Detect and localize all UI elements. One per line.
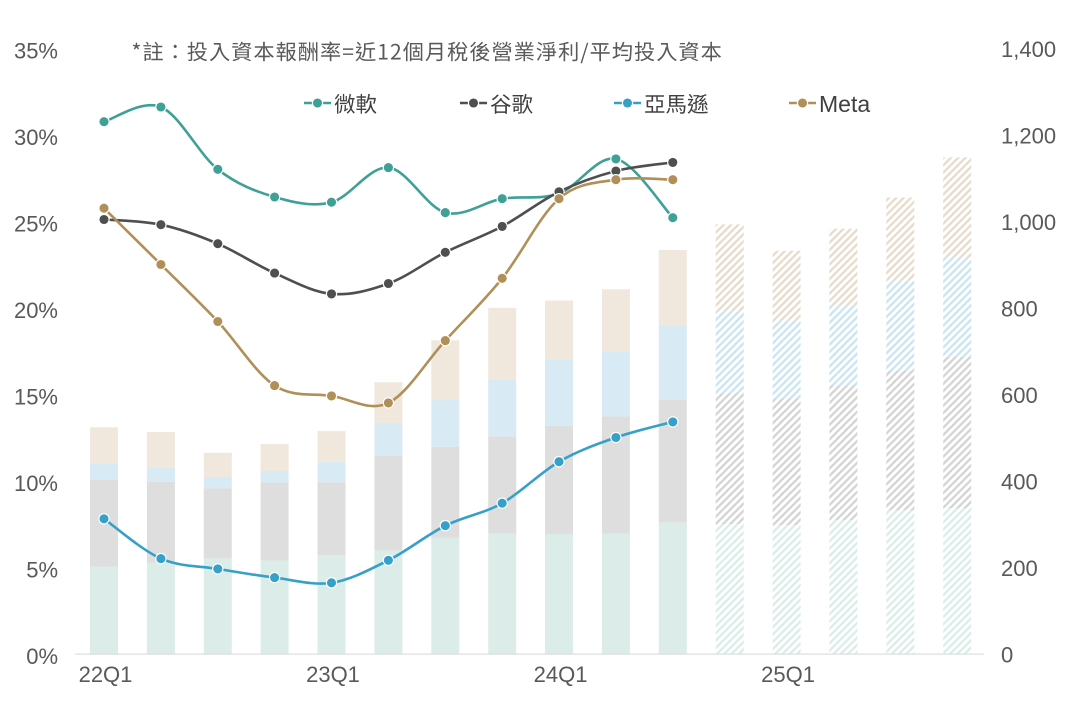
svg-text:22Q1: 22Q1 (79, 662, 133, 687)
svg-text:200: 200 (1001, 556, 1038, 581)
svg-text:30%: 30% (14, 125, 58, 150)
svg-text:Meta: Meta (819, 91, 870, 117)
svg-text:24Q1: 24Q1 (534, 662, 588, 687)
svg-text:20%: 20% (14, 298, 58, 323)
svg-text:23Q1: 23Q1 (306, 662, 360, 687)
svg-text:0%: 0% (26, 644, 58, 669)
svg-text:10%: 10% (14, 471, 58, 496)
svg-text:0: 0 (1001, 643, 1013, 668)
svg-text:35%: 35% (14, 39, 58, 64)
svg-text:25Q1: 25Q1 (761, 662, 815, 687)
svg-text:25%: 25% (14, 212, 58, 237)
svg-text:1,200: 1,200 (1001, 124, 1056, 149)
svg-text:400: 400 (1001, 470, 1038, 495)
svg-text:5%: 5% (26, 558, 58, 583)
svg-text:600: 600 (1001, 383, 1038, 408)
svg-text:800: 800 (1001, 297, 1038, 322)
svg-text:1,400: 1,400 (1001, 37, 1056, 62)
svg-text:1,000: 1,000 (1001, 210, 1056, 235)
svg-text:15%: 15% (14, 385, 58, 410)
